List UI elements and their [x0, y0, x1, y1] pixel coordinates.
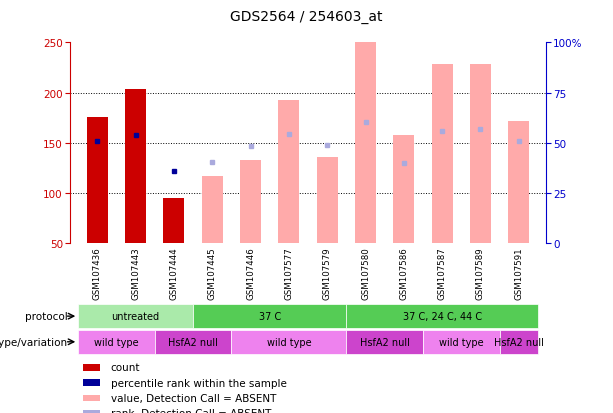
- Bar: [508, 121, 529, 244]
- Text: wild type: wild type: [267, 337, 311, 347]
- Text: wild type: wild type: [439, 337, 484, 347]
- Bar: [164, 199, 185, 244]
- Bar: [87, 117, 108, 244]
- Bar: [83, 380, 101, 386]
- Bar: [346, 330, 423, 354]
- Text: GSM107579: GSM107579: [322, 247, 332, 299]
- Bar: [155, 330, 232, 354]
- Bar: [83, 410, 101, 413]
- Text: GDS2564 / 254603_at: GDS2564 / 254603_at: [230, 10, 383, 24]
- Bar: [470, 64, 491, 244]
- Text: GSM107443: GSM107443: [131, 247, 140, 299]
- Bar: [240, 161, 261, 244]
- Text: genotype/variation: genotype/variation: [0, 337, 67, 347]
- Text: HsfA2 null: HsfA2 null: [168, 337, 218, 347]
- Bar: [83, 364, 101, 370]
- Text: wild type: wild type: [94, 337, 139, 347]
- Bar: [432, 64, 452, 244]
- Bar: [202, 177, 223, 244]
- Bar: [500, 330, 538, 354]
- Text: HsfA2 null: HsfA2 null: [360, 337, 409, 347]
- Text: GSM107436: GSM107436: [93, 247, 102, 299]
- Text: untreated: untreated: [112, 311, 160, 321]
- Text: 37 C, 24 C, 44 C: 37 C, 24 C, 44 C: [403, 311, 482, 321]
- Text: GSM107577: GSM107577: [284, 247, 294, 299]
- Bar: [232, 330, 346, 354]
- Bar: [278, 100, 299, 244]
- Bar: [125, 90, 146, 244]
- Bar: [83, 395, 101, 401]
- Bar: [394, 135, 414, 244]
- Text: GSM107446: GSM107446: [246, 247, 255, 299]
- Text: GSM107445: GSM107445: [208, 247, 217, 299]
- Text: GSM107586: GSM107586: [399, 247, 408, 299]
- Text: count: count: [110, 363, 140, 373]
- Bar: [346, 304, 538, 328]
- Bar: [423, 330, 500, 354]
- Text: GSM107591: GSM107591: [514, 247, 524, 299]
- Text: protocol: protocol: [25, 311, 67, 321]
- Text: 37 C: 37 C: [259, 311, 281, 321]
- Bar: [193, 304, 346, 328]
- Text: GSM107580: GSM107580: [361, 247, 370, 299]
- Text: percentile rank within the sample: percentile rank within the sample: [110, 377, 286, 388]
- Text: GSM107589: GSM107589: [476, 247, 485, 299]
- Bar: [355, 43, 376, 244]
- Bar: [317, 157, 338, 244]
- Text: GSM107587: GSM107587: [438, 247, 447, 299]
- Text: GSM107444: GSM107444: [169, 247, 178, 299]
- Bar: [78, 330, 155, 354]
- Text: value, Detection Call = ABSENT: value, Detection Call = ABSENT: [110, 393, 276, 403]
- Text: HsfA2 null: HsfA2 null: [494, 337, 544, 347]
- Text: rank, Detection Call = ABSENT: rank, Detection Call = ABSENT: [110, 408, 271, 413]
- Bar: [78, 304, 193, 328]
